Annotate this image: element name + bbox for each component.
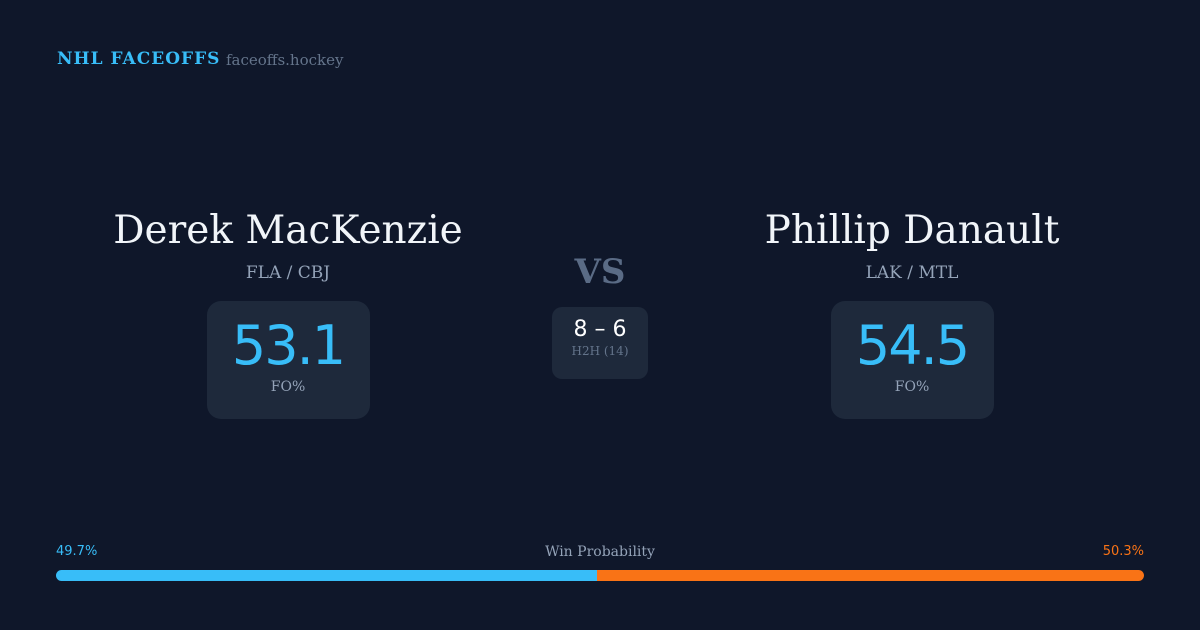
player-right: Phillip Danault LAK / MTL 54.5 FO% xyxy=(702,205,1122,419)
left-win-pct: 49.7% xyxy=(56,544,98,559)
h2h-score: 8 – 6 xyxy=(573,317,627,342)
h2h-card: 8 – 6 H2H (14) xyxy=(552,307,648,379)
vs-label: VS xyxy=(574,252,626,292)
right-win-pct: 50.3% xyxy=(1102,544,1144,559)
left-probability-fill xyxy=(56,570,597,581)
player-name: Phillip Danault xyxy=(764,208,1060,253)
player-teams: FLA / CBJ xyxy=(245,263,331,283)
brand-title: NHL FACEOFFS xyxy=(57,49,221,69)
fo-stat-card: 54.5 FO% xyxy=(830,301,994,419)
fo-label: FO% xyxy=(894,379,930,395)
player-left: Derek MacKenzie FLA / CBJ 53.1 FO% xyxy=(78,205,498,419)
right-probability-fill xyxy=(596,570,1144,581)
fo-percentage: 53.1 xyxy=(231,314,346,377)
h2h-count: H2H (14) xyxy=(571,344,629,358)
player-name: Derek MacKenzie xyxy=(113,208,463,253)
win-probability-bar xyxy=(56,570,1144,581)
fo-label: FO% xyxy=(270,379,306,395)
player-teams: LAK / MTL xyxy=(865,263,959,283)
fo-percentage: 54.5 xyxy=(855,314,970,377)
win-probability-label: Win Probability xyxy=(545,544,655,560)
fo-stat-card: 53.1 FO% xyxy=(206,301,370,419)
site-url: faceoffs.hockey xyxy=(226,51,344,69)
